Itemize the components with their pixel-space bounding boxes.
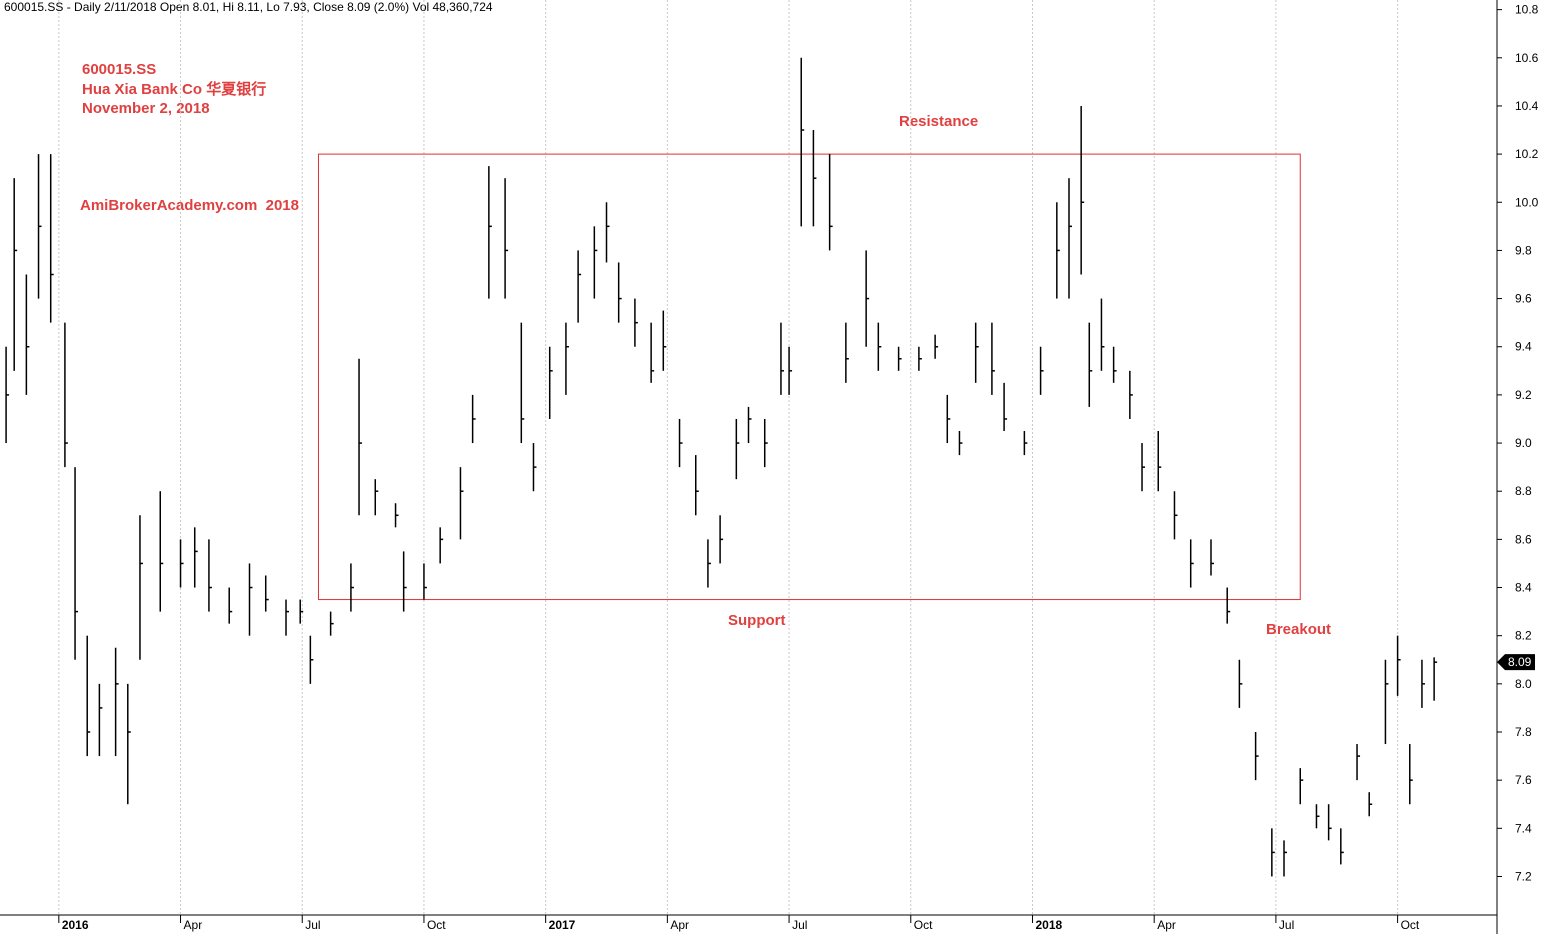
breakout-label: Breakout [1266, 621, 1331, 638]
x-tick-label: 2017 [549, 918, 576, 932]
x-tick-label: Apr [1157, 918, 1176, 932]
y-tick-label: 7.2 [1515, 869, 1532, 883]
y-tick-label: 10.2 [1515, 147, 1539, 161]
x-tick-label: 2018 [1035, 918, 1062, 932]
x-tick-label: 2016 [62, 918, 89, 932]
y-tick-label: 9.8 [1515, 243, 1532, 257]
x-tick-label: Oct [1401, 918, 1420, 932]
x-tick-label: Oct [914, 918, 933, 932]
y-tick-label: 7.8 [1515, 725, 1532, 739]
y-tick-label: 8.6 [1515, 532, 1532, 546]
y-tick-label: 8.2 [1515, 629, 1532, 643]
x-tick-label: Jul [1279, 918, 1294, 932]
last-price: 8.09 [1508, 655, 1532, 669]
last-price-badge [1497, 654, 1535, 671]
y-tick-label: 7.4 [1515, 821, 1532, 835]
x-tick-label: Jul [792, 918, 807, 932]
y-tick-label: 9.6 [1515, 292, 1532, 306]
symbol: 600015.SS [82, 61, 156, 78]
y-tick-label: 10.0 [1515, 195, 1539, 209]
x-tick-label: Jul [305, 918, 320, 932]
support-label: Support [728, 612, 786, 629]
date: November 2, 2018 [82, 100, 210, 117]
y-tick-label: 10.8 [1515, 3, 1539, 17]
y-tick-label: 9.0 [1515, 436, 1532, 450]
y-tick-label: 10.4 [1515, 99, 1539, 113]
resistance-label: Resistance [899, 113, 978, 130]
header: 600015.SS - Daily 2/11/2018 Open 8.01, H… [4, 0, 493, 14]
y-tick-label: 10.6 [1515, 51, 1539, 65]
y-tick-label: 7.6 [1515, 773, 1532, 787]
x-tick-label: Apr [184, 918, 203, 932]
source: AmiBrokerAcademy.com 2018 [80, 197, 299, 214]
y-tick-label: 9.4 [1515, 340, 1532, 354]
y-tick-label: 8.4 [1515, 581, 1532, 595]
y-tick-label: 8.0 [1515, 677, 1532, 691]
range-box [317, 153, 1301, 601]
y-tick-label: 8.8 [1515, 484, 1532, 498]
x-tick-label: Apr [670, 918, 689, 932]
company: Hua Xia Bank Co 华夏银行 [82, 80, 266, 98]
x-tick-label: Oct [427, 918, 446, 932]
y-tick-label: 9.2 [1515, 388, 1532, 402]
